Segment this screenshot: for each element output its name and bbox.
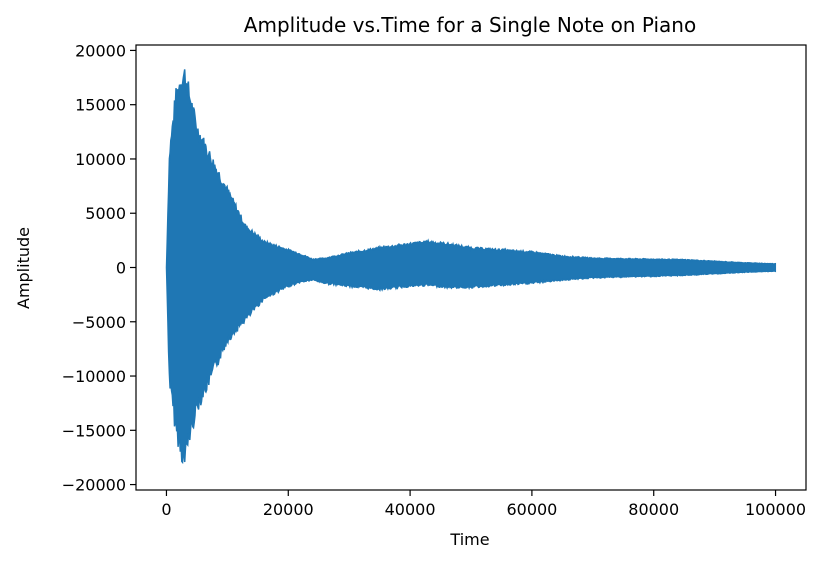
y-tick-label: 5000 [85,204,126,223]
x-tick-label: 20000 [263,500,314,519]
y-tick-label: −15000 [62,421,126,440]
x-axis-label: Time [449,530,489,549]
x-tick-label: 100000 [745,500,806,519]
y-tick-label: −5000 [72,313,126,332]
waveform-layer [165,69,777,465]
y-tick-label: 10000 [75,150,126,169]
y-axis-ticks: −20000 −15000 −10000 −5000 0 5000 10000 15000 20… [62,41,136,495]
chart-title: Amplitude vs.Time for a Single Note on P… [244,13,696,37]
y-tick-label: 20000 [75,41,126,60]
y-tick-label: 0 [116,259,126,278]
y-tick-label: −10000 [62,367,126,386]
y-tick-label: −20000 [62,476,126,495]
x-tick-label: 40000 [385,500,436,519]
waveform-area [165,69,777,465]
x-tick-label: 80000 [628,500,679,519]
y-tick-label: 15000 [75,96,126,115]
y-axis-label: Amplitude [14,227,33,309]
x-tick-label: 0 [161,500,171,519]
x-axis-ticks: 0 20000 40000 60000 80000 100000 [161,490,806,519]
x-tick-label: 60000 [506,500,557,519]
